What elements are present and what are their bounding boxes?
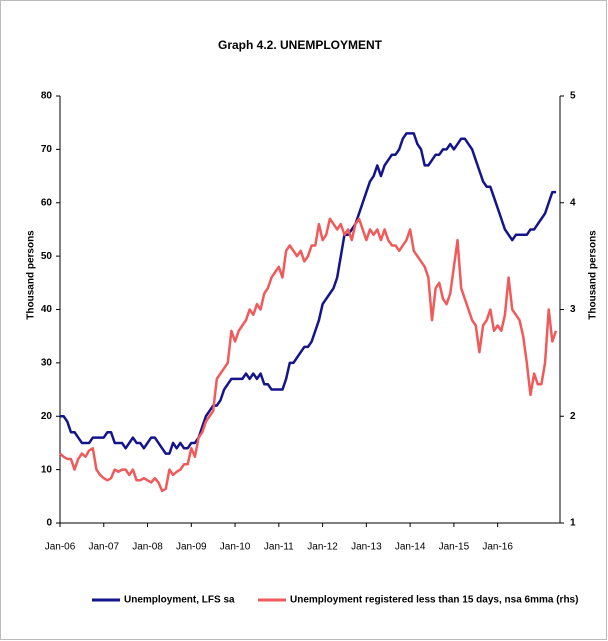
x-tick-label: Jan-09 (176, 542, 207, 553)
x-tick-label: Jan-12 (307, 542, 338, 553)
y2-tick-label: 1 (570, 518, 576, 529)
y2-tick-label: 5 (570, 91, 576, 102)
x-tick-label: Jan-13 (351, 542, 382, 553)
x-tick-label: Jan-07 (88, 542, 119, 553)
legend-label: Unemployment, LFS sa (124, 595, 235, 606)
y-tick-label: 40 (41, 304, 53, 315)
y-tick-label: 50 (41, 251, 53, 262)
x-tick-label: Jan-06 (45, 542, 76, 553)
x-tick-label: Jan-15 (439, 542, 470, 553)
x-tick-label: Jan-16 (482, 542, 513, 553)
x-tick-label: Jan-10 (220, 542, 251, 553)
y-tick-label: 0 (46, 518, 52, 529)
y2-axis-label: Thousand persons (588, 230, 599, 320)
y2-tick-label: 3 (570, 304, 576, 315)
y-tick-label: 70 (41, 144, 53, 155)
y-tick-label: 60 (41, 197, 53, 208)
chart-title: Graph 4.2. UNEMPLOYMENT (218, 38, 383, 52)
y-tick-label: 80 (41, 91, 53, 102)
series-line (59, 217, 558, 493)
y-tick-label: 30 (41, 358, 53, 369)
y2-tick-label: 4 (570, 197, 576, 208)
y-tick-label: 20 (41, 411, 53, 422)
y2-tick-label: 2 (570, 411, 576, 422)
series-line (60, 132, 556, 455)
x-tick-label: Jan-11 (264, 542, 294, 553)
y-axis-label: Thousand persons (26, 230, 37, 320)
x-tick-label: Jan-08 (132, 542, 163, 553)
legend-label: Unemployment registered less than 15 day… (290, 595, 578, 606)
x-tick-label: Jan-14 (395, 542, 426, 553)
y-tick-label: 10 (41, 464, 53, 475)
